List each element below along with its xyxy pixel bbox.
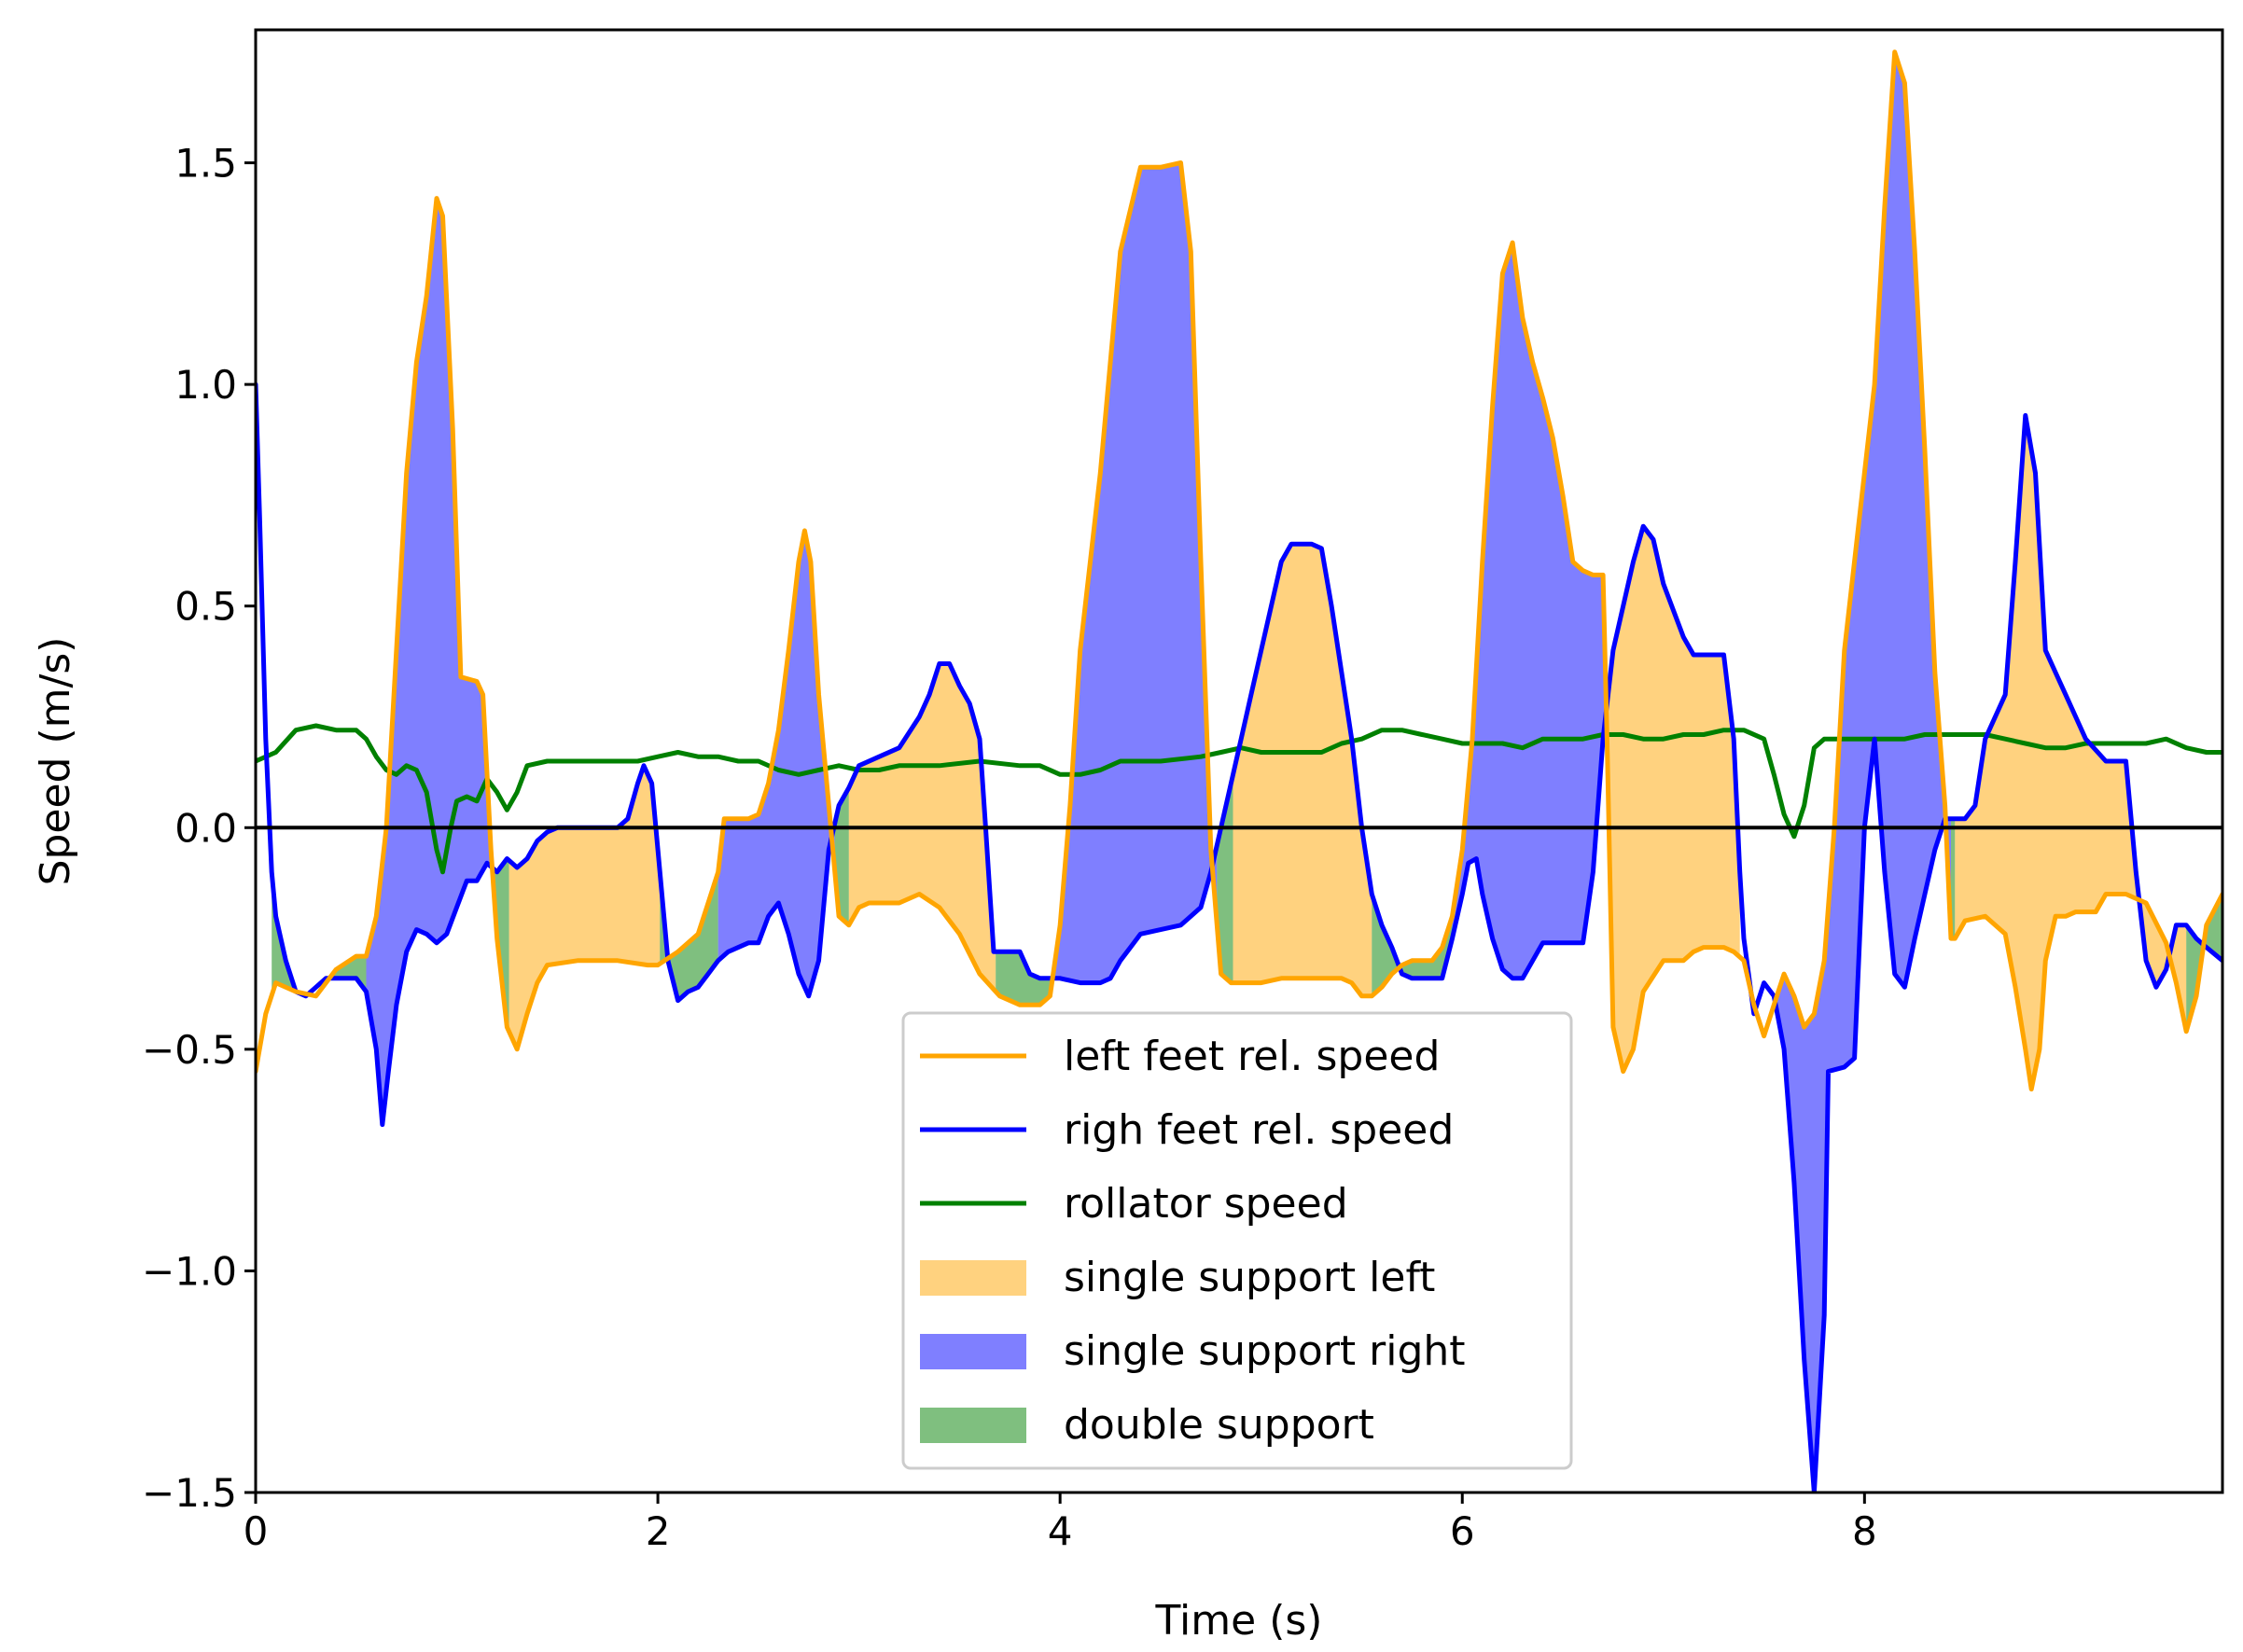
- phase-fill-left-16: [1607, 526, 1740, 1072]
- legend-label: left feet rel. speed: [1064, 1033, 1440, 1080]
- legend-label: double support: [1064, 1401, 1374, 1449]
- phase-fill-double-4: [493, 858, 509, 1032]
- phase-fill-right-15: [1452, 243, 1608, 979]
- phase-fill-right-11: [1050, 162, 1218, 996]
- legend-swatch-patch: [920, 1334, 1026, 1369]
- x-axis-label: Time (s): [1155, 1597, 1323, 1645]
- legend-label: rollator speed: [1064, 1180, 1348, 1228]
- phase-fill-double-10: [996, 951, 1051, 1006]
- phase-fill-double-18: [1951, 818, 1956, 939]
- x-tick-label: 8: [1852, 1508, 1877, 1554]
- legend-label: single support right: [1064, 1327, 1466, 1375]
- plot-frame: [254, 28, 2224, 1494]
- phase-fill-right-7: [717, 530, 835, 996]
- phase-fill-right-17: [1774, 51, 1951, 1492]
- legend-box: [901, 1011, 1573, 1470]
- y-axis-ticks: −1.5 −1.0 −0.5 0.0 0.5 1.0 1.5: [142, 141, 256, 1516]
- y-axis-label: Speed (m/s): [32, 637, 79, 886]
- y-tick-label: 0.5: [174, 584, 237, 630]
- x-tick-label: 4: [1048, 1508, 1073, 1554]
- y-tick-label: 0.0: [174, 805, 237, 851]
- x-tick-label: 6: [1450, 1508, 1475, 1554]
- x-tick-label: 0: [244, 1508, 269, 1554]
- legend-swatch-patch: [920, 1260, 1026, 1296]
- phase-fill-double-14: [1372, 894, 1453, 996]
- x-axis-ticks: 0 2 4 6 8: [244, 1492, 1877, 1554]
- y-tick-label: −1.0: [142, 1248, 237, 1294]
- phase-fill-double-2: [329, 956, 367, 993]
- series-lines: [256, 49, 2222, 1492]
- phase-fill-double-6: [660, 871, 718, 1001]
- phase-fill-left-19: [1955, 415, 2187, 1090]
- legend-label: righ feet rel. speed: [1064, 1106, 1454, 1154]
- y-tick-label: −0.5: [142, 1027, 237, 1073]
- legend-swatch-patch: [920, 1408, 1026, 1443]
- y-tick-label: 1.0: [174, 362, 237, 408]
- series-line-right: [256, 382, 2222, 1492]
- phase-fill-left-5: [509, 765, 661, 1049]
- y-tick-label: 1.5: [174, 141, 237, 187]
- legend-label: single support left: [1064, 1254, 1435, 1301]
- y-tick-label: −1.5: [142, 1470, 237, 1516]
- legend: left feet rel. speed righ feet rel. speed…: [901, 1011, 1573, 1470]
- x-tick-label: 2: [646, 1508, 671, 1554]
- series-line-left: [256, 49, 2222, 1092]
